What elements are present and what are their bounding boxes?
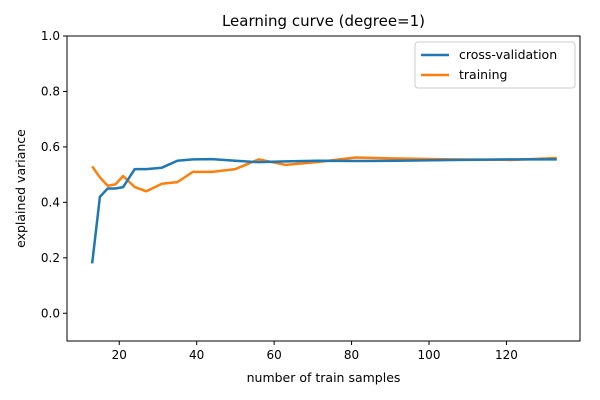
x-tick-label: 60 [266,348,281,362]
chart-title: Learning curve (degree=1) [222,12,425,30]
plot-series [90,156,557,264]
series-line-cross-validation [90,157,557,264]
x-tick-label: 80 [344,348,359,362]
axes-frame [66,35,581,342]
x-tick-label: 120 [495,348,518,362]
y-tick-label: 0.6 [41,140,60,154]
axes-ticks: 20 40 60 80 100 120 0.0 0.2 0.4 0.6 0.8 1.0 [41,29,518,362]
series-line-training [91,156,557,193]
legend-frame [414,41,576,89]
legend-label-training: training [459,67,507,82]
y-tick-label: 0.2 [41,251,60,265]
y-tick-label: 0.4 [41,195,60,209]
legend-label-cross-validation: cross-validation [459,47,557,62]
y-tick-label: 0.8 [41,84,60,98]
x-tick-label: 40 [189,348,204,362]
x-axis-label: number of train samples [247,370,401,385]
x-tick-label: 20 [112,348,127,362]
y-axis-label: explained variance [13,129,28,248]
legend: cross-validation training [414,41,576,89]
y-tick-label: 0.0 [41,306,60,320]
y-tick-label: 1.0 [41,29,60,43]
x-tick-label: 100 [418,348,441,362]
